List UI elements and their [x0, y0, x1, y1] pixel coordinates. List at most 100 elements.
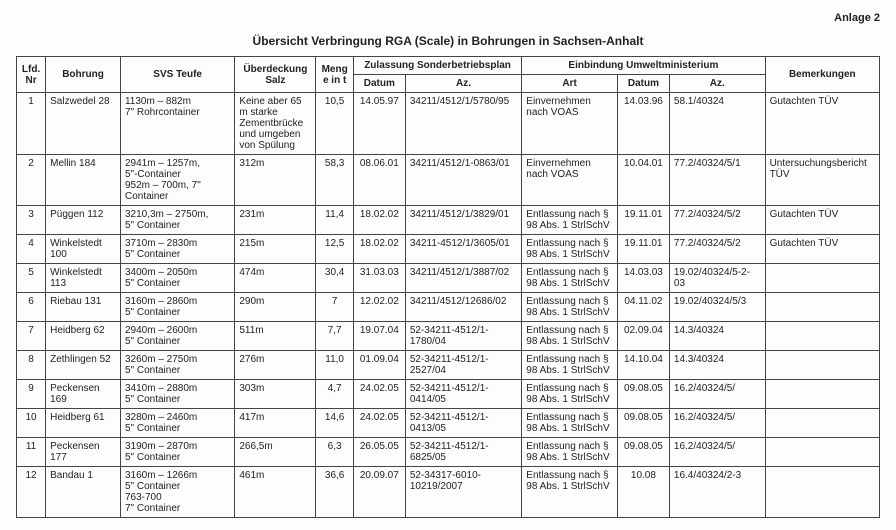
table-cell: Untersuchungsbericht TÜV: [765, 155, 879, 206]
th-zulassung: Zulassung Sonderbetriebsplan: [353, 57, 521, 75]
table-cell: Gutachten TÜV: [765, 206, 879, 235]
table-cell: 52-34211-4512/1-1780/04: [405, 322, 521, 351]
table-cell: Zethlingen 52: [46, 351, 121, 380]
table-cell: [765, 467, 879, 518]
table-cell: Entlassung nach § 98 Abs. 1 StrlSchV: [522, 293, 618, 322]
table-cell: 18.02.02: [353, 206, 405, 235]
table-cell: 5: [17, 264, 46, 293]
table-cell: Heidberg 61: [46, 409, 121, 438]
table-cell: 30,4: [316, 264, 353, 293]
table-cell: 14.3/40324: [669, 351, 765, 380]
table-cell: 2941m – 1257m, 5"-Container 952m – 700m,…: [120, 155, 234, 206]
table-cell: 20.09.07: [353, 467, 405, 518]
anlage-label: Anlage 2: [16, 12, 880, 24]
table-cell: 04.11.02: [617, 293, 669, 322]
table-cell: Gutachten TÜV: [765, 235, 879, 264]
table-cell: 16.2/40324/5/: [669, 380, 765, 409]
table-cell: 2940m – 2600m 5" Container: [120, 322, 234, 351]
table-cell: Entlassung nach § 98 Abs. 1 StrlSchV: [522, 235, 618, 264]
table-cell: Peckensen 177: [46, 438, 121, 467]
table-row: 4Winkelstedt 1003710m – 2830m 5" Contain…: [17, 235, 880, 264]
th-lfd: Lfd. Nr: [17, 57, 46, 93]
table-cell: 34211/4512/1/5780/95: [405, 93, 521, 155]
table-cell: 461m: [235, 467, 316, 518]
table-row: 11Peckensen 1773190m – 2870m 5" Containe…: [17, 438, 880, 467]
table-body: 1Salzwedel 281130m – 882m 7" Rohrcontain…: [17, 93, 880, 518]
table-cell: 36,6: [316, 467, 353, 518]
table-cell: 77.2/40324/5/1: [669, 155, 765, 206]
table-cell: 3260m – 2750m 5" Container: [120, 351, 234, 380]
table-cell: 01.09.04: [353, 351, 405, 380]
table-cell: [765, 380, 879, 409]
table-cell: 3280m – 2460m 5" Container: [120, 409, 234, 438]
table-cell: Entlassung nach § 98 Abs. 1 StrlSchV: [522, 380, 618, 409]
table-cell: Entlassung nach § 98 Abs. 1 StrlSchV: [522, 438, 618, 467]
th-bohrung: Bohrung: [46, 57, 121, 93]
table-cell: 7,7: [316, 322, 353, 351]
table-cell: Entlassung nach § 98 Abs. 1 StrlSchV: [522, 467, 618, 518]
th-svs: SVS Teufe: [120, 57, 234, 93]
table-cell: 52-34211-4512/1-2527/04: [405, 351, 521, 380]
table-cell: 08.06.01: [353, 155, 405, 206]
table-cell: 14,6: [316, 409, 353, 438]
table-cell: 6,3: [316, 438, 353, 467]
table-cell: 10.04.01: [617, 155, 669, 206]
table-cell: 10: [17, 409, 46, 438]
table-cell: 11,4: [316, 206, 353, 235]
table-cell: 19.02/40324/5-2-03: [669, 264, 765, 293]
table-row: 8Zethlingen 523260m – 2750m 5" Container…: [17, 351, 880, 380]
table-cell: 16.4/40324/2-3: [669, 467, 765, 518]
table-cell: 266,5m: [235, 438, 316, 467]
table-cell: 52-34211-4512/1-0414/05: [405, 380, 521, 409]
th-art: Art: [522, 75, 618, 93]
table-cell: Peckensen 169: [46, 380, 121, 409]
table-cell: 77.2/40324/5/2: [669, 235, 765, 264]
table-cell: 2: [17, 155, 46, 206]
table-cell: 12.02.02: [353, 293, 405, 322]
table-row: 5Winkelstedt 1133400m – 2050m 5" Contain…: [17, 264, 880, 293]
table-cell: [765, 438, 879, 467]
table-cell: 16.2/40324/5/: [669, 438, 765, 467]
table-cell: 58.1/40324: [669, 93, 765, 155]
table-cell: 34211-4512/1/3605/01: [405, 235, 521, 264]
table-row: 10Heidberg 613280m – 2460m 5" Container4…: [17, 409, 880, 438]
table-cell: 511m: [235, 322, 316, 351]
th-eaz: Az.: [669, 75, 765, 93]
table-cell: Entlassung nach § 98 Abs. 1 StrlSchV: [522, 409, 618, 438]
table-cell: Heidberg 62: [46, 322, 121, 351]
table-cell: 303m: [235, 380, 316, 409]
table-cell: 52-34211-4512/1-6825/05: [405, 438, 521, 467]
table-cell: 3400m – 2050m 5" Container: [120, 264, 234, 293]
th-einbindung: Einbindung Umweltministerium: [522, 57, 765, 75]
table-cell: 19.11.01: [617, 235, 669, 264]
table-head: Lfd. Nr Bohrung SVS Teufe Überdeckung Sa…: [17, 57, 880, 93]
table-cell: 3210,3m – 2750m, 5" Container: [120, 206, 234, 235]
table-cell: 52-34317-6010-10219/2007: [405, 467, 521, 518]
table-cell: Entlassung nach § 98 Abs. 1 StrlSchV: [522, 206, 618, 235]
main-table: Lfd. Nr Bohrung SVS Teufe Überdeckung Sa…: [16, 56, 880, 518]
table-cell: 3160m – 2860m 5" Container: [120, 293, 234, 322]
table-cell: 02.09.04: [617, 322, 669, 351]
table-cell: 58,3: [316, 155, 353, 206]
table-cell: 3160m – 1266m 5" Container 763-700 7" Co…: [120, 467, 234, 518]
table-cell: Einvernehmen nach VOAS: [522, 93, 618, 155]
table-cell: 1: [17, 93, 46, 155]
th-edatum: Datum: [617, 75, 669, 93]
table-cell: Entlassung nach § 98 Abs. 1 StrlSchV: [522, 264, 618, 293]
table-cell: 11: [17, 438, 46, 467]
table-row: 6Riebau 1313160m – 2860m 5" Container290…: [17, 293, 880, 322]
table-cell: 52-34211-4512/1-0413/05: [405, 409, 521, 438]
table-cell: Entlassung nach § 98 Abs. 1 StrlSchV: [522, 351, 618, 380]
table-cell: 7: [17, 322, 46, 351]
th-zaz: Az.: [405, 75, 521, 93]
table-cell: Mellin 184: [46, 155, 121, 206]
table-cell: 77.2/40324/5/2: [669, 206, 765, 235]
table-cell: 14.03.03: [617, 264, 669, 293]
table-cell: 10.08: [617, 467, 669, 518]
table-cell: 1130m – 882m 7" Rohrcontainer: [120, 93, 234, 155]
table-cell: 09.08.05: [617, 380, 669, 409]
th-bemerkungen: Bemerkungen: [765, 57, 879, 93]
table-cell: 3710m – 2830m 5" Container: [120, 235, 234, 264]
table-cell: [765, 322, 879, 351]
table-cell: 4: [17, 235, 46, 264]
